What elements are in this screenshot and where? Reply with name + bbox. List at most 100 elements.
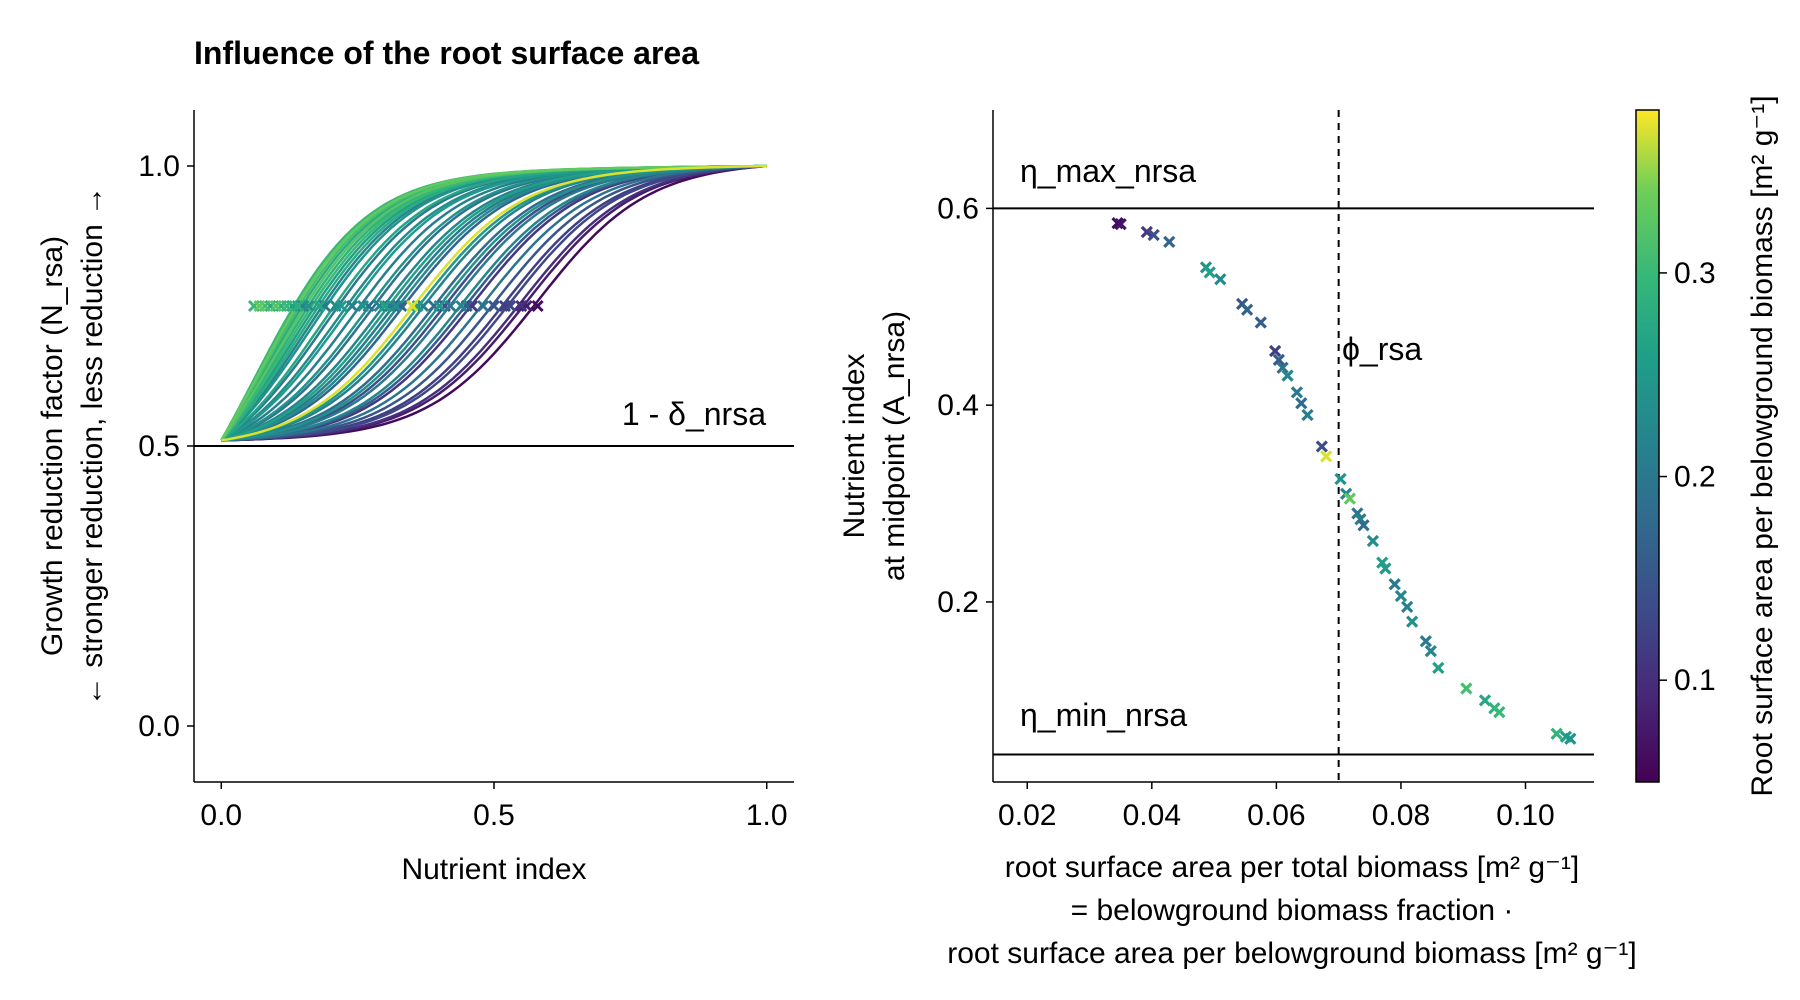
right-scatter-points bbox=[1111, 217, 1577, 745]
midpoint-marker-b bbox=[406, 299, 419, 313]
delta-nrsa-label: 1 - δ_nrsa bbox=[622, 396, 766, 432]
colorbar: 0.1 0.2 0.3 Root surface area per belowgro… bbox=[1635, 95, 1779, 797]
response-curve bbox=[221, 164, 767, 442]
left-x-tick-label: 0.0 bbox=[200, 799, 242, 832]
scatter-point-b bbox=[1301, 408, 1314, 422]
colorbar-gradient bbox=[1635, 109, 1660, 783]
midpoint-marker-b bbox=[477, 299, 490, 313]
right-x-axis-label-line3: root surface area per belowground biomas… bbox=[947, 937, 1637, 970]
right-x-tick-label: 0.10 bbox=[1496, 799, 1554, 832]
colorbar-label: Root surface area per belowground biomas… bbox=[1746, 95, 1779, 796]
scatter-point-b bbox=[1366, 534, 1380, 548]
scatter-point-b bbox=[1240, 303, 1254, 316]
midpoint-marker-b bbox=[357, 299, 370, 313]
scatter-point-b bbox=[1320, 450, 1333, 463]
midpoint-marker-b bbox=[504, 299, 517, 313]
scatter-point-b bbox=[1419, 635, 1432, 648]
eta-max-label: η_max_nrsa bbox=[1020, 153, 1196, 189]
right-plot-panel: 0.02 0.04 0.06 0.08 0.10 0.2 0.4 0.6 η_max_nrs… bbox=[838, 110, 1637, 970]
scatter-point-b bbox=[1401, 600, 1414, 613]
scatter-point-b bbox=[1254, 316, 1267, 329]
scatter-point-b bbox=[1424, 645, 1437, 658]
midpoint-marker-b bbox=[253, 299, 266, 313]
right-x-tick-label: 0.02 bbox=[998, 799, 1056, 832]
left-x-tick-label: 0.5 bbox=[473, 799, 515, 832]
scatter-point-b bbox=[1140, 225, 1153, 239]
midpoint-marker-b bbox=[378, 299, 391, 313]
response-curve bbox=[221, 164, 767, 442]
right-y-tick-label: 0.2 bbox=[937, 586, 979, 619]
scatter-point-b bbox=[1147, 228, 1160, 242]
scatter-point-b bbox=[1272, 353, 1285, 367]
left-y-ticks: 0.0 0.5 1.0 bbox=[138, 150, 194, 743]
scatter-point-b bbox=[1550, 727, 1563, 740]
midpoint-marker-b bbox=[280, 299, 293, 313]
scatter-point-b bbox=[1493, 706, 1506, 719]
scatter-point-b bbox=[1564, 732, 1577, 745]
left-y-axis-label-line1: Growth reduction factor (N_rsa) bbox=[36, 236, 69, 656]
colorbar-tick-label: 0.3 bbox=[1674, 257, 1716, 290]
response-curve bbox=[221, 164, 767, 442]
scatter-point-b bbox=[1268, 344, 1282, 358]
scatter-point-b bbox=[1379, 562, 1392, 575]
scatter-point-b bbox=[1315, 440, 1328, 453]
scatter-point-b bbox=[1281, 369, 1294, 382]
midpoint-marker-b bbox=[444, 299, 457, 313]
left-y-tick-label: 0.0 bbox=[138, 710, 180, 743]
midpoint-marker-b bbox=[313, 299, 326, 313]
scatter-point-b bbox=[1357, 519, 1370, 532]
scatter-point-b bbox=[1295, 397, 1308, 410]
left-curves-group bbox=[220, 164, 767, 442]
scatter-point-b bbox=[1460, 682, 1473, 695]
left-x-tick-label: 1.0 bbox=[746, 799, 788, 832]
left-midpoint-markers bbox=[247, 299, 544, 313]
scatter-point-b bbox=[1559, 730, 1573, 743]
scatter-point-b bbox=[1343, 492, 1356, 505]
scatter-point-b bbox=[1203, 266, 1216, 279]
colorbar-ticks: 0.1 0.2 0.3 bbox=[1659, 257, 1716, 697]
scatter-point-b bbox=[1406, 615, 1419, 628]
midpoint-marker-b bbox=[269, 299, 282, 313]
scatter-point-b bbox=[1334, 472, 1347, 486]
right-x-tick-label: 0.06 bbox=[1247, 799, 1305, 832]
chart-title: Influence of the root surface area bbox=[194, 35, 699, 71]
midpoint-marker-b bbox=[455, 299, 468, 313]
scatter-point-b bbox=[1163, 235, 1176, 248]
colorbar-tick-label: 0.2 bbox=[1674, 461, 1716, 494]
midpoint-marker-b bbox=[291, 299, 304, 313]
midpoint-marker-b bbox=[531, 299, 544, 313]
midpoint-marker-b bbox=[515, 299, 528, 313]
phi-rsa-label: ϕ_rsa bbox=[1342, 331, 1422, 367]
midpoint-marker-b bbox=[433, 299, 446, 313]
right-y-axis-label-line2: at midpoint (A_nrsa) bbox=[878, 311, 911, 581]
midpoint-marker-b bbox=[302, 299, 315, 313]
response-curve bbox=[220, 164, 767, 442]
right-y-tick-label: 0.4 bbox=[937, 389, 979, 422]
scatter-point-b bbox=[1376, 556, 1389, 569]
eta-min-label: η_min_nrsa bbox=[1020, 697, 1187, 733]
right-x-tick-label: 0.08 bbox=[1372, 799, 1430, 832]
midpoint-marker-b bbox=[389, 299, 402, 313]
right-y-ticks: 0.2 0.4 0.6 bbox=[937, 192, 993, 619]
scatter-point-b bbox=[1290, 386, 1304, 399]
colorbar-tick-label: 0.1 bbox=[1674, 664, 1716, 697]
midpoint-marker-b bbox=[346, 299, 359, 313]
left-plot-panel: 0.0 0.5 1.0 0.0 0.5 1.0 1 - δ_nrsa Nutrient … bbox=[36, 110, 794, 886]
left-x-axis-label: Nutrient index bbox=[401, 853, 586, 886]
left-y-tick-label: 1.0 bbox=[138, 150, 180, 183]
right-y-axis-label-line1: Nutrient index bbox=[838, 353, 871, 538]
midpoint-marker-b bbox=[487, 299, 501, 313]
right-x-ticks: 0.02 0.04 0.06 0.08 0.10 bbox=[998, 782, 1555, 832]
left-y-tick-label: 0.5 bbox=[138, 430, 180, 463]
right-x-tick-label: 0.04 bbox=[1123, 799, 1181, 832]
scatter-point-b bbox=[1276, 361, 1289, 374]
scatter-point-b bbox=[1114, 218, 1127, 231]
scatter-point-b bbox=[1388, 578, 1401, 591]
scatter-point-b bbox=[1432, 661, 1445, 674]
left-y-axis-label-line2: ← stronger reduction, less reduction → bbox=[76, 186, 109, 706]
right-x-axis-label-line2: = belowground biomass fraction · bbox=[1071, 894, 1514, 927]
scatter-point-b bbox=[1235, 297, 1249, 310]
scatter-point-b bbox=[1394, 589, 1408, 603]
scatter-point-b bbox=[1354, 513, 1367, 526]
